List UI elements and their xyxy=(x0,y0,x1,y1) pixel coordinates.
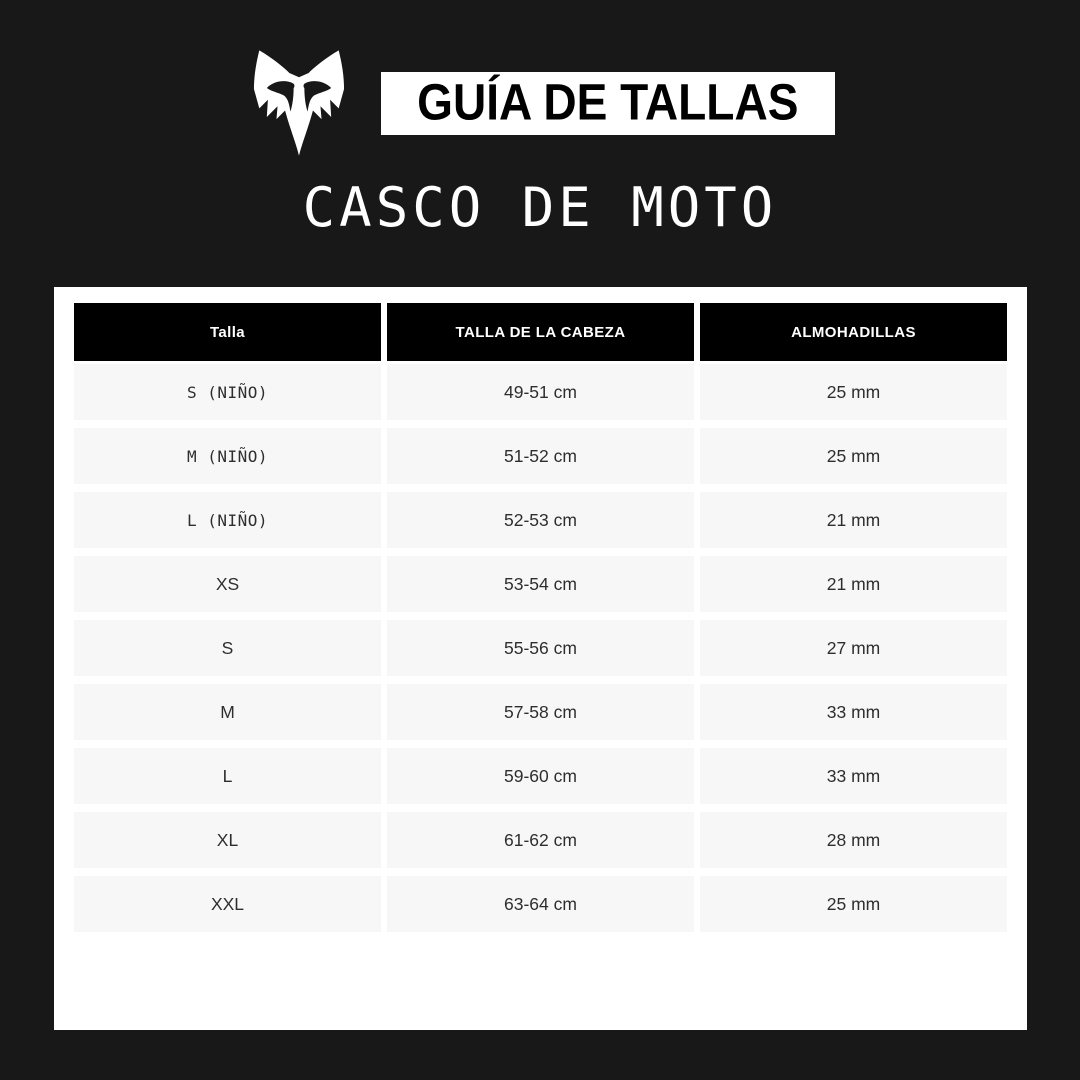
page-title: CASCO DE MOTO xyxy=(302,176,778,239)
table-cell: 33 mm xyxy=(700,684,1007,740)
table-row: M 57-58 cm 33 mm xyxy=(74,684,1007,740)
table-cell: XL xyxy=(74,812,381,868)
column-header-talla: Talla xyxy=(74,303,381,361)
table-cell: 25 mm xyxy=(700,876,1007,932)
size-table-panel: Talla TALLA DE LA CABEZA ALMOHADILLAS S (N… xyxy=(54,287,1027,1030)
table-cell: S xyxy=(74,620,381,676)
table-row: XL 61-62 cm 28 mm xyxy=(74,812,1007,868)
table-row: M (NIÑO) 51-52 cm 25 mm xyxy=(74,428,1007,484)
table-cell: XS xyxy=(74,556,381,612)
size-table: Talla TALLA DE LA CABEZA ALMOHADILLAS S (N… xyxy=(54,287,1027,932)
table-cell: 51-52 cm xyxy=(387,428,694,484)
table-cell: S (NIÑO) xyxy=(74,364,381,420)
table-row: S 55-56 cm 27 mm xyxy=(74,620,1007,676)
table-row: L (NIÑO) 52-53 cm 21 mm xyxy=(74,492,1007,548)
table-cell: 21 mm xyxy=(700,556,1007,612)
table-cell: 28 mm xyxy=(700,812,1007,868)
table-cell: 61-62 cm xyxy=(387,812,694,868)
table-row: XS 53-54 cm 21 mm xyxy=(74,556,1007,612)
column-header-almohadillas: ALMOHADILLAS xyxy=(700,303,1007,361)
table-header-row: Talla TALLA DE LA CABEZA ALMOHADILLAS xyxy=(74,303,1007,361)
header: GUÍA DE TALLAS xyxy=(0,44,1080,162)
table-row: XXL 63-64 cm 25 mm xyxy=(74,876,1007,932)
table-cell: 52-53 cm xyxy=(387,492,694,548)
table-cell: L xyxy=(74,748,381,804)
table-row: L 59-60 cm 33 mm xyxy=(74,748,1007,804)
table-cell: XXL xyxy=(74,876,381,932)
table-cell: 59-60 cm xyxy=(387,748,694,804)
table-cell: 57-58 cm xyxy=(387,684,694,740)
table-cell: L (NIÑO) xyxy=(74,492,381,548)
size-guide-badge-label: GUÍA DE TALLAS xyxy=(417,74,799,132)
table-cell: 21 mm xyxy=(700,492,1007,548)
table-cell: M xyxy=(74,684,381,740)
table-cell: 25 mm xyxy=(700,364,1007,420)
table-cell: 25 mm xyxy=(700,428,1007,484)
table-cell: 49-51 cm xyxy=(387,364,694,420)
size-guide-badge: GUÍA DE TALLAS xyxy=(381,71,835,135)
table-row: S (NIÑO) 49-51 cm 25 mm xyxy=(74,364,1007,420)
table-cell: 55-56 cm xyxy=(387,620,694,676)
column-header-talla-de-la-cabeza: TALLA DE LA CABEZA xyxy=(387,303,694,361)
table-body: S (NIÑO) 49-51 cm 25 mm M (NIÑO) 51-52 cm 25 … xyxy=(74,364,1007,932)
fox-head-logo-icon xyxy=(245,44,353,162)
table-cell: M (NIÑO) xyxy=(74,428,381,484)
table-cell: 53-54 cm xyxy=(387,556,694,612)
table-cell: 63-64 cm xyxy=(387,876,694,932)
table-cell: 33 mm xyxy=(700,748,1007,804)
table-cell: 27 mm xyxy=(700,620,1007,676)
